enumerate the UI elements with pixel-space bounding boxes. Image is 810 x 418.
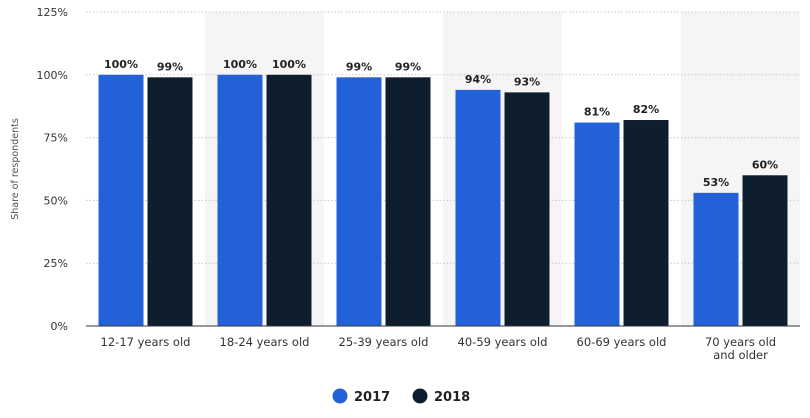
legend-item-2018[interactable]: 2018 <box>412 388 471 406</box>
x-axis-categories: 12-17 years old 18-24 years old 25-39 year… <box>101 335 777 362</box>
bars <box>98 74 788 327</box>
y-tick-label: 25% <box>44 257 68 270</box>
bar-2017 <box>336 77 382 326</box>
x-category-label: 70 years old and older <box>705 335 776 362</box>
x-category-label: 40-59 years old <box>458 335 548 349</box>
y-tick-label: 100% <box>37 69 68 82</box>
x-category-label: 12-17 years old <box>101 335 191 349</box>
data-label: 99% <box>157 60 183 73</box>
bar-2017 <box>574 122 620 326</box>
bar-2018 <box>504 92 550 326</box>
data-label: 53% <box>703 176 729 189</box>
data-label: 94% <box>465 73 491 86</box>
data-label: 100% <box>223 58 257 71</box>
legend-label: 2018 <box>434 390 470 405</box>
y-axis-ticks: 0% 25% 50% 75% 100% 125% <box>37 6 68 333</box>
y-tick-label: 75% <box>44 132 68 145</box>
data-label: 100% <box>272 58 306 71</box>
legend: 2017 2018 <box>332 388 471 406</box>
data-label: 99% <box>395 60 421 73</box>
bar-2018 <box>266 74 312 326</box>
x-category-label: 18-24 years old <box>220 335 310 349</box>
y-tick-label: 50% <box>44 194 68 207</box>
data-label: 60% <box>752 158 778 171</box>
legend-marker <box>332 388 348 404</box>
bar-2017 <box>455 89 501 326</box>
bar-2017 <box>217 74 263 326</box>
x-category-label: 25-39 years old <box>339 335 429 349</box>
data-label: 100% <box>104 58 138 71</box>
bar-2018 <box>385 77 431 326</box>
data-label: 81% <box>584 106 610 119</box>
legend-label: 2017 <box>354 390 390 405</box>
y-axis-label: Share of respondents <box>10 118 21 220</box>
legend-item-2017[interactable]: 2017 <box>332 388 391 406</box>
bar-2017 <box>98 74 144 326</box>
bar-2018 <box>147 77 193 326</box>
bar-2018 <box>742 175 788 326</box>
legend-marker <box>412 388 428 404</box>
gridlines <box>86 11 800 264</box>
data-label: 99% <box>346 60 372 73</box>
data-label: 82% <box>633 103 659 116</box>
bar-2018 <box>623 120 669 327</box>
y-tick-label: 0% <box>51 320 68 333</box>
x-category-label: 60-69 years old <box>577 335 667 349</box>
data-label: 93% <box>514 75 540 88</box>
data-labels: 100% 99% 100% 100% 99% 99% 94% 93% 81% 82% 53% 60% <box>104 58 778 189</box>
bar-2017 <box>693 192 739 326</box>
y-tick-label: 125% <box>37 6 68 19</box>
